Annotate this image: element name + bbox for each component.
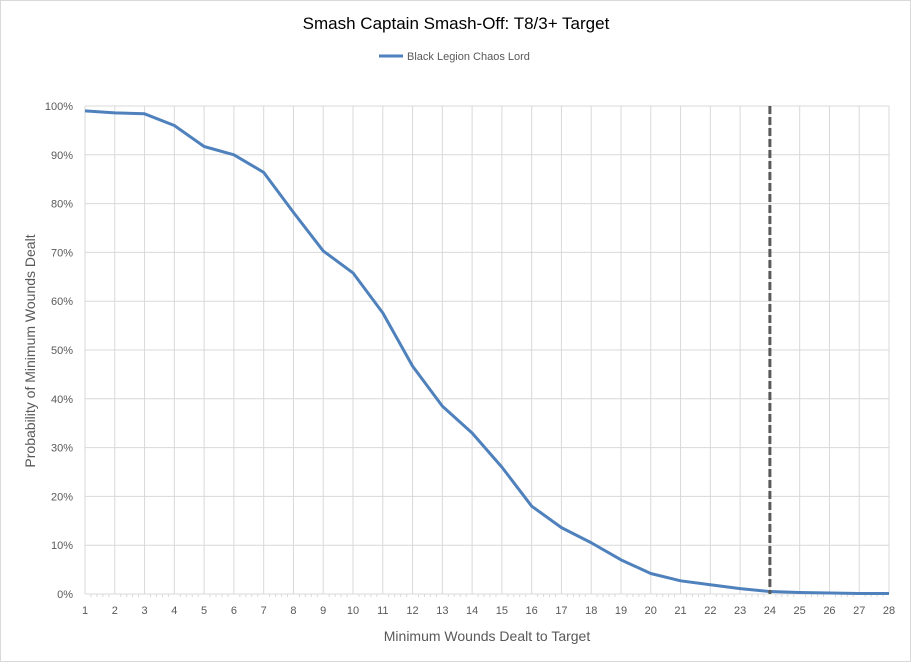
x-tick-label: 11 (377, 605, 388, 617)
legend: Black Legion Chaos Lord (379, 51, 530, 63)
x-tick-label: 21 (674, 605, 686, 617)
x-tick-label: 19 (615, 605, 627, 617)
x-tick-label: 28 (883, 605, 895, 617)
x-tick-label: 9 (320, 605, 326, 617)
x-tick-label: 8 (290, 605, 296, 617)
chart-title: Smash Captain Smash-Off: T8/3+ Target (303, 14, 610, 33)
x-tick-label: 27 (853, 605, 865, 617)
x-tick-label: 6 (231, 605, 237, 617)
x-tick-label: 4 (171, 605, 177, 617)
x-tick-label: 13 (436, 605, 448, 617)
y-axis-label: Probability of Minimum Wounds Dealt (22, 234, 38, 467)
x-tick-label: 3 (141, 605, 147, 617)
x-tick-label: 15 (496, 605, 508, 617)
y-tick-label: 60% (51, 296, 73, 308)
x-tick-label: 1 (82, 605, 88, 617)
x-tick-label: 25 (794, 605, 806, 617)
x-tick-label: 23 (734, 605, 746, 617)
x-tick-label: 16 (526, 605, 538, 617)
legend-label: Black Legion Chaos Lord (407, 51, 530, 63)
x-axis-label: Minimum Wounds Dealt to Target (384, 628, 591, 644)
y-tick-label: 70% (51, 247, 73, 259)
y-tick-label: 100% (45, 101, 73, 113)
y-tick-label: 30% (51, 443, 73, 455)
y-tick-label: 10% (51, 540, 73, 552)
x-tick-label: 22 (704, 605, 716, 617)
x-tick-label: 12 (406, 605, 418, 617)
y-tick-label: 80% (51, 199, 73, 211)
y-tick-label: 0% (57, 589, 73, 601)
y-tick-label: 40% (51, 394, 73, 406)
y-tick-label: 50% (51, 345, 73, 357)
x-tick-label: 17 (555, 605, 567, 617)
x-tick-label: 26 (823, 605, 835, 617)
x-tick-label: 5 (201, 605, 207, 617)
y-tick-label: 20% (51, 491, 73, 503)
x-tick-label: 18 (585, 605, 597, 617)
x-tick-label: 7 (261, 605, 267, 617)
x-tick-label: 14 (466, 605, 478, 617)
x-tick-label: 2 (112, 605, 118, 617)
y-tick-label: 90% (51, 150, 73, 162)
x-tick-label: 24 (764, 605, 776, 617)
x-tick-label: 20 (645, 605, 657, 617)
x-tick-label: 10 (347, 605, 359, 617)
